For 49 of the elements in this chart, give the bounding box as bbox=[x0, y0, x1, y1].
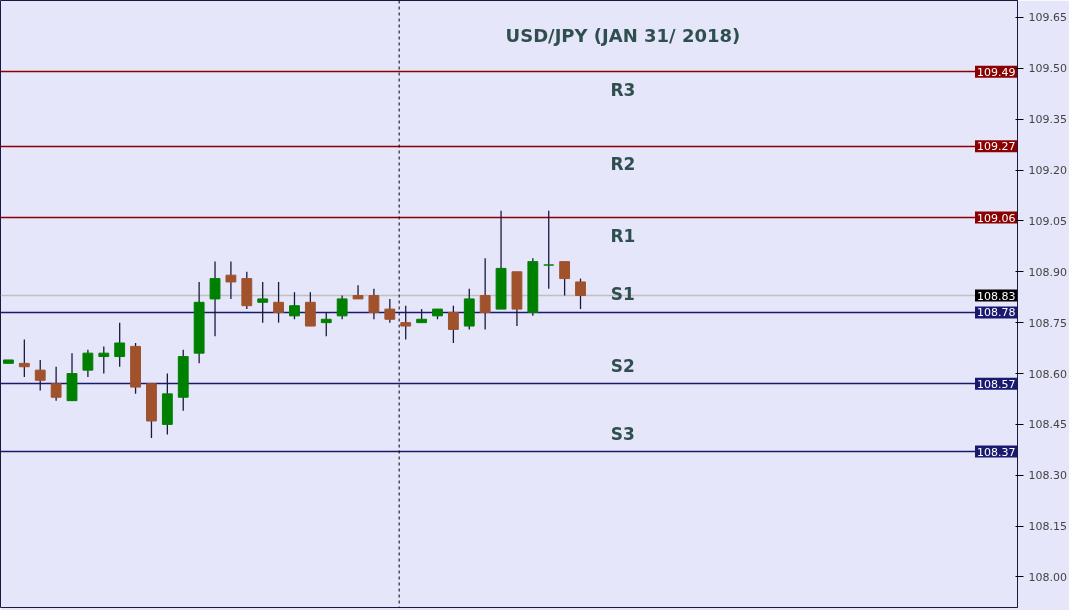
candlestick bbox=[320, 311, 332, 337]
candlestick bbox=[368, 288, 380, 320]
ref-line-label: R1 bbox=[610, 225, 636, 246]
candlestick bbox=[34, 359, 46, 392]
y-tick-label: 108.00 bbox=[1028, 570, 1067, 584]
y-tick-label: 109.05 bbox=[1028, 214, 1067, 228]
candlestick bbox=[479, 257, 491, 331]
y-tick-label: 108.45 bbox=[1028, 418, 1067, 432]
annotation: 108.83 bbox=[977, 289, 1016, 303]
ref-line-label: S3 bbox=[610, 423, 635, 444]
y-tick-label: 108.90 bbox=[1028, 265, 1067, 279]
y-tick-label: 109.20 bbox=[1028, 164, 1067, 178]
candlestick bbox=[304, 291, 316, 327]
annotation: 109.27 bbox=[977, 140, 1016, 154]
candlestick bbox=[98, 345, 110, 375]
candlestick bbox=[400, 305, 412, 341]
candlestick bbox=[447, 305, 459, 344]
y-tick-label: 108.15 bbox=[1028, 520, 1067, 534]
text: USD/JPY (JAN 31/ 2018) bbox=[505, 24, 741, 46]
candlestick bbox=[114, 322, 126, 368]
candlestick bbox=[575, 277, 586, 310]
annotation: 108.37 bbox=[977, 445, 1016, 459]
annotation: 109.49 bbox=[977, 65, 1016, 79]
candlestick bbox=[336, 294, 348, 320]
y-tick-label: 108.75 bbox=[1028, 316, 1067, 330]
ref-line-label: R2 bbox=[610, 154, 636, 175]
candlestick bbox=[225, 260, 237, 300]
candlestick bbox=[209, 260, 221, 337]
y-tick-label: 109.50 bbox=[1028, 62, 1067, 76]
ref-line-label: R3 bbox=[610, 79, 636, 100]
annotation: 108.78 bbox=[977, 306, 1016, 320]
annotation: 109.06 bbox=[977, 211, 1016, 225]
candlestick bbox=[50, 366, 62, 402]
candlestick bbox=[384, 298, 396, 324]
candlestick bbox=[352, 284, 364, 300]
y-tick-label: 109.65 bbox=[1028, 11, 1067, 25]
y-tick-label: 108.60 bbox=[1028, 367, 1067, 381]
candlestick bbox=[257, 281, 269, 324]
candlestick bbox=[559, 260, 571, 297]
candlestick bbox=[543, 210, 555, 290]
candlestick bbox=[18, 338, 30, 378]
ref-line-label: S2 bbox=[610, 355, 635, 376]
candlestick bbox=[82, 349, 94, 378]
y-tick-label: 109.35 bbox=[1028, 113, 1067, 127]
y-tick-label: 108.30 bbox=[1028, 469, 1067, 483]
ref-line-label: S1 bbox=[610, 284, 635, 305]
candlestick bbox=[273, 281, 285, 324]
annotation: 108.57 bbox=[977, 377, 1016, 391]
candlestick bbox=[289, 291, 300, 320]
